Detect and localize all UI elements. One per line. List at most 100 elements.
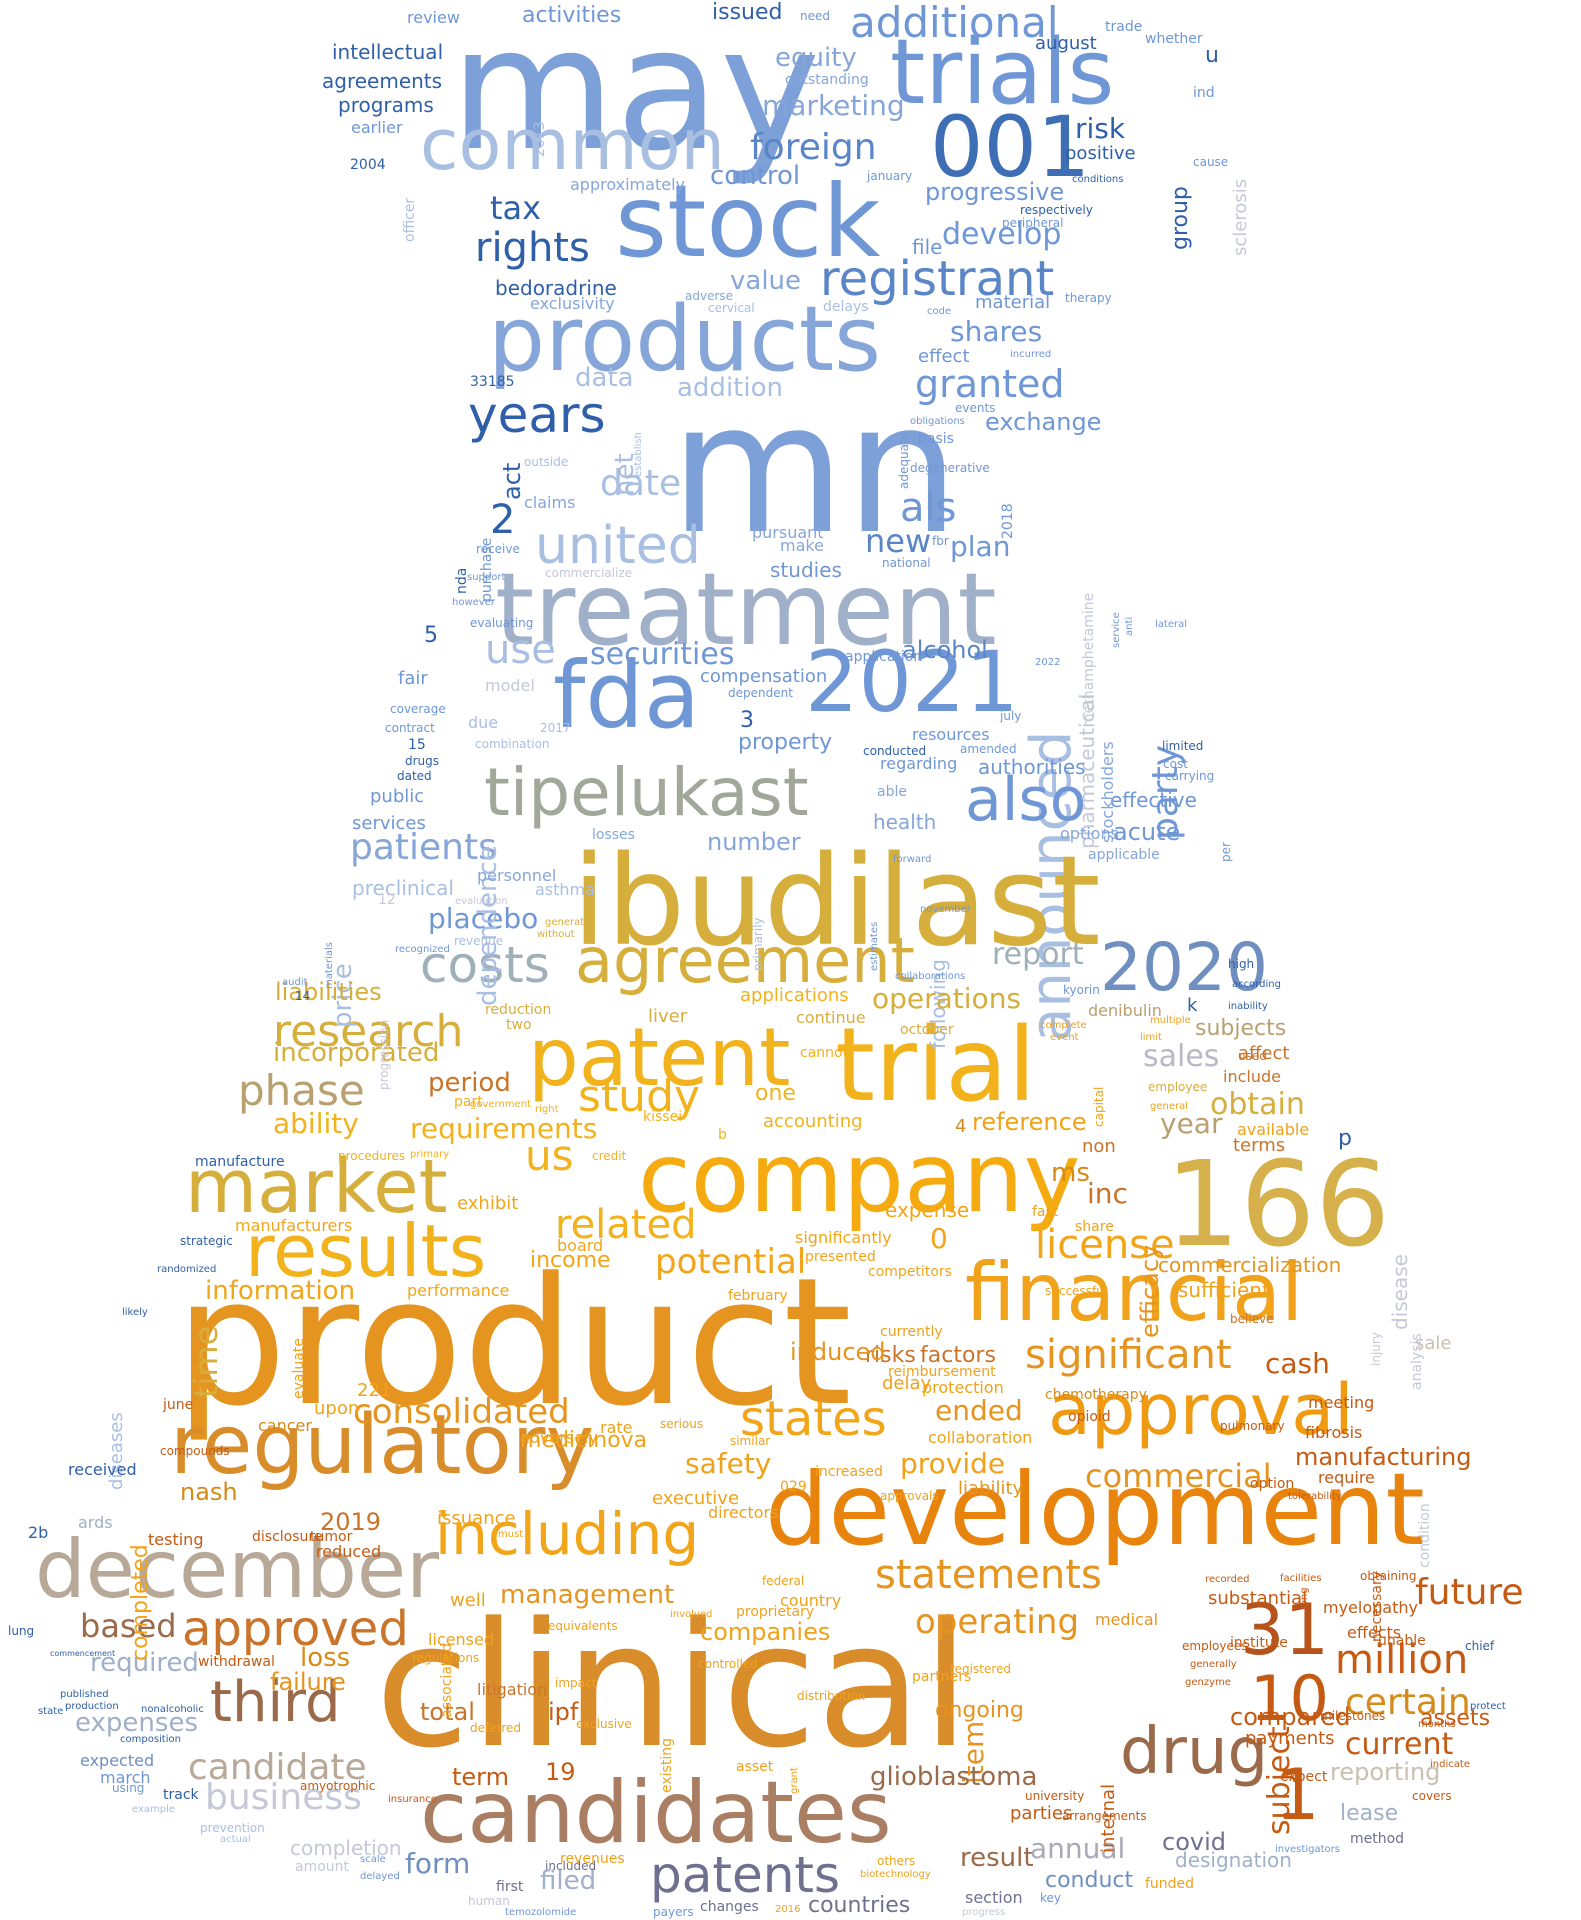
word-years: years xyxy=(468,386,606,444)
word-key: key xyxy=(1040,1891,1062,1905)
word-high: high xyxy=(1228,957,1255,971)
word-claims: claims xyxy=(524,493,576,512)
word-states: states xyxy=(740,1391,887,1447)
word-securities: securities xyxy=(590,637,735,672)
word-approvals: approvals xyxy=(880,1489,939,1503)
word-serious: serious xyxy=(660,1417,704,1431)
word-2022: 2022 xyxy=(1035,657,1061,668)
word-state: state xyxy=(38,1706,64,1717)
word-total: total xyxy=(420,1698,475,1726)
word-product: product xyxy=(175,1240,852,1445)
word-date: date xyxy=(600,463,682,504)
word-temozolomide: temozolomide xyxy=(505,1907,577,1918)
word-approved: approved xyxy=(182,1601,409,1657)
word-also: also xyxy=(965,765,1087,835)
word-condition: condition xyxy=(1417,1503,1433,1568)
word-increased: increased xyxy=(815,1464,883,1480)
word-granted: granted xyxy=(915,362,1065,406)
word-adequate: adequate xyxy=(897,432,911,490)
word-sales: sales xyxy=(1143,1039,1220,1074)
word-respectively: respectively xyxy=(1020,203,1093,217)
word-event: event xyxy=(1050,1032,1079,1043)
word-make: make xyxy=(780,536,824,555)
word-expenses: expenses xyxy=(75,1708,198,1738)
word-sale: sale xyxy=(1415,1333,1452,1354)
word-accounting: accounting xyxy=(763,1111,863,1132)
word-basis: basis xyxy=(918,431,954,447)
word-acute: acute xyxy=(1113,818,1181,846)
word-kyorin: kyorin xyxy=(1063,983,1100,997)
word-evaluation: evaluation xyxy=(455,896,508,907)
word-drug: drug xyxy=(1120,1715,1269,1789)
word-agreements: agreements xyxy=(322,69,443,93)
word-services: services xyxy=(352,813,426,834)
word-outside: outside xyxy=(524,455,569,469)
word-long: long xyxy=(1299,1587,1310,1609)
word-results: results xyxy=(245,1209,487,1293)
word-rate: rate xyxy=(600,1418,633,1437)
word-public: public xyxy=(370,786,425,807)
word-2004: 2004 xyxy=(350,157,386,173)
word-february: february xyxy=(728,1288,788,1304)
word-complete: complete xyxy=(1040,1020,1087,1031)
word-property: property xyxy=(738,730,833,755)
word-trials: trials xyxy=(890,20,1115,125)
word-2017: 2017 xyxy=(540,721,571,735)
word-part: part xyxy=(454,1094,483,1110)
word-exclusivity: exclusivity xyxy=(530,294,615,313)
word-u: u xyxy=(1205,43,1219,68)
word-protect: protect xyxy=(1470,1701,1506,1712)
word-adverse: adverse xyxy=(685,289,734,303)
word-executive: executive xyxy=(652,1488,740,1509)
word-adversely: adversely xyxy=(520,1428,598,1447)
word-months: months xyxy=(1418,1719,1456,1730)
word-federal: federal xyxy=(762,1574,805,1588)
word-fair: fair xyxy=(398,668,428,689)
word-factors: factors xyxy=(920,1343,996,1368)
word-loss: loss xyxy=(300,1643,351,1673)
word-2: 2 xyxy=(490,497,516,543)
word-dated: dated xyxy=(397,769,432,783)
word-annual: annual xyxy=(1030,1832,1126,1865)
word-government: government xyxy=(470,1099,531,1110)
word-service: service xyxy=(1111,612,1122,648)
word-expected: expected xyxy=(80,1751,155,1770)
word-preclinical: preclinical xyxy=(352,876,454,900)
word-risks: risks xyxy=(865,1343,916,1368)
word-example: example xyxy=(132,1804,176,1815)
word-exchange: exchange xyxy=(985,408,1102,436)
word-sufficient: sufficient xyxy=(1178,1278,1270,1302)
word-2b: 2b xyxy=(28,1523,49,1542)
word-asset: asset xyxy=(736,1759,774,1775)
word-nonalcoholic: nonalcoholic xyxy=(141,1704,204,1715)
word-cancer: cancer xyxy=(258,1416,312,1435)
word-reference: reference xyxy=(972,1108,1087,1136)
word-alcohol: alcohol xyxy=(902,636,988,664)
word-amended: amended xyxy=(960,742,1017,756)
word-period: period xyxy=(428,1068,511,1098)
word-october: october xyxy=(900,1022,954,1038)
word-effects: effects xyxy=(1347,1623,1402,1642)
word-potential: potential xyxy=(655,1242,807,1282)
word-result: result xyxy=(960,1843,1034,1873)
word-reporting: reporting xyxy=(1330,1758,1441,1786)
word-include: include xyxy=(1223,1067,1281,1086)
word-sclerosis: sclerosis xyxy=(1230,178,1251,256)
word-arrangements: arrangements xyxy=(1062,1809,1147,1823)
word-peripheral: peripheral xyxy=(1002,216,1064,230)
word-non: non xyxy=(1082,1136,1116,1157)
word-anti: anti xyxy=(1124,616,1135,636)
word-positive: positive xyxy=(1065,143,1136,164)
word-development: development xyxy=(765,1451,1425,1568)
word-issued: issued xyxy=(712,0,783,25)
word-existing: existing xyxy=(659,1737,675,1793)
word-exclusive: exclusive xyxy=(576,1717,632,1731)
word-human: human xyxy=(468,1894,510,1908)
word-pursuant: pursuant xyxy=(752,523,824,542)
word-section: section xyxy=(965,1888,1023,1907)
word-4: 4 xyxy=(955,1116,967,1137)
word-als: als xyxy=(900,485,957,531)
word-5: 5 xyxy=(424,623,438,648)
word-1: 1 xyxy=(1275,1754,1320,1836)
word-likely: likely xyxy=(122,1307,148,1318)
